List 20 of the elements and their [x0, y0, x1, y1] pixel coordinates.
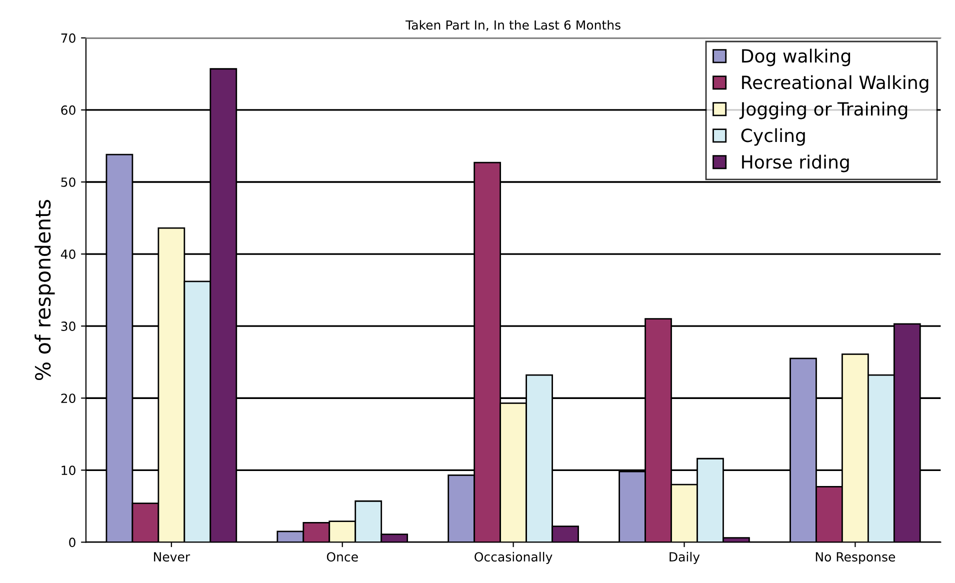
legend-label: Dog walking — [742, 48, 850, 66]
legend-label: Horse riding — [742, 154, 849, 172]
y-tick-label: 0 — [69, 538, 76, 548]
x-tick-label: Daily — [670, 552, 700, 564]
legend-label: Jogging or Training — [739, 102, 908, 120]
y-tick-label: 20 — [61, 394, 76, 404]
x-tick-label: No Response — [816, 552, 896, 564]
chart-title: Taken Part In, In the Last 6 Months — [406, 20, 620, 32]
y-tick-label: 10 — [62, 466, 76, 476]
y-tick-label: 70 — [61, 33, 76, 43]
y-tick-label: 40 — [60, 249, 76, 259]
x-tick-label: Occasionally — [474, 552, 552, 564]
y-tick-label: 60 — [61, 105, 76, 115]
legend-label: Cycling — [741, 128, 805, 146]
y-axis-title: % of respondents — [34, 200, 55, 380]
x-tick-label: Once — [326, 552, 358, 562]
legend-label: Recreational Walking — [742, 75, 928, 93]
x-tick-label: Never — [154, 552, 190, 562]
y-tick-label: 50 — [61, 177, 76, 187]
y-tick-label: 30 — [61, 322, 76, 331]
